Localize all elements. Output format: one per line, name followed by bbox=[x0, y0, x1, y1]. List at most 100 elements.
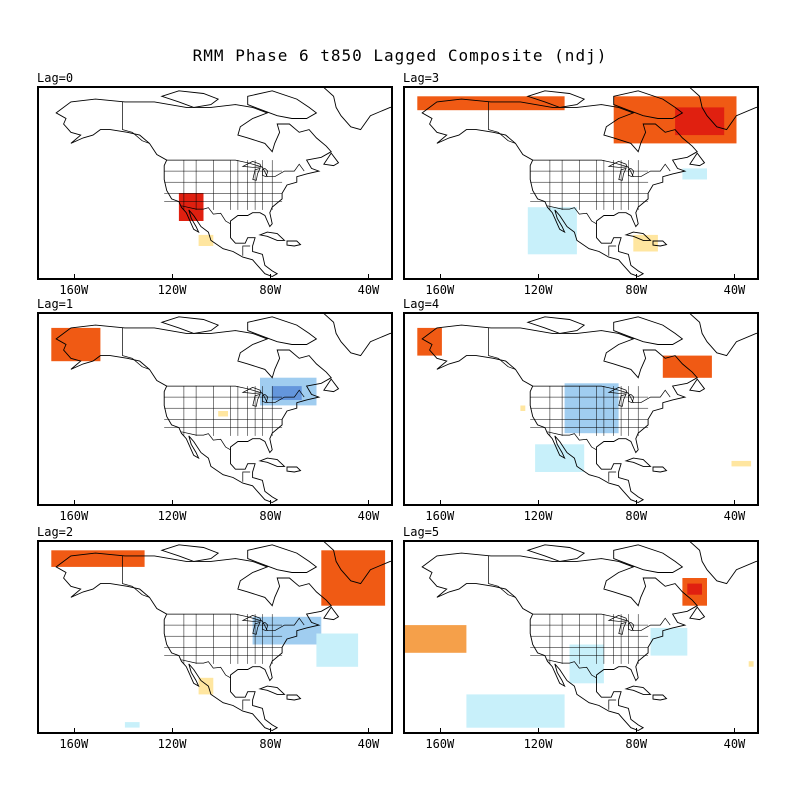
x-tick-label: 40W bbox=[723, 737, 746, 751]
coastline bbox=[652, 466, 668, 473]
coastline bbox=[689, 606, 706, 621]
warm-anomaly-strong bbox=[662, 355, 712, 378]
coastline bbox=[258, 685, 286, 695]
coastline bbox=[323, 606, 340, 621]
warm-anomaly-mid bbox=[405, 625, 467, 653]
map-canvas bbox=[405, 542, 757, 731]
country-border bbox=[547, 205, 597, 225]
x-tick-label: 120W bbox=[523, 737, 553, 751]
country-border bbox=[166, 385, 305, 404]
coastline bbox=[613, 544, 684, 573]
x-tick-label: 80W bbox=[259, 283, 282, 297]
coastline bbox=[689, 542, 757, 585]
warm-anomaly-max bbox=[178, 193, 204, 221]
x-tick-label: 120W bbox=[523, 509, 553, 523]
coastline bbox=[624, 685, 652, 695]
x-tick-label: 40W bbox=[723, 283, 746, 297]
coastline bbox=[55, 552, 332, 731]
country-border bbox=[532, 159, 671, 178]
country-border bbox=[166, 159, 305, 178]
lake-outline bbox=[618, 393, 627, 407]
cool-anomaly-light bbox=[682, 168, 707, 180]
x-tick-mark bbox=[734, 728, 736, 733]
x-tick-mark bbox=[439, 274, 441, 279]
x-tick-label: 80W bbox=[259, 737, 282, 751]
panel-label: Lag=2 bbox=[37, 525, 74, 539]
lake-outline bbox=[607, 615, 628, 622]
coastline bbox=[323, 542, 391, 585]
warm-anomaly-max bbox=[687, 583, 702, 595]
x-tick-label: 120W bbox=[157, 737, 187, 751]
country-border bbox=[488, 555, 516, 598]
coastline bbox=[323, 314, 391, 357]
x-tick-mark bbox=[368, 500, 370, 505]
country-border bbox=[547, 659, 597, 679]
coastline bbox=[55, 324, 332, 503]
coastline bbox=[323, 152, 340, 167]
coastline bbox=[323, 378, 340, 393]
country-border bbox=[488, 101, 516, 144]
x-tick-mark bbox=[270, 274, 272, 279]
x-tick-mark bbox=[734, 500, 736, 505]
country-border bbox=[242, 471, 251, 482]
country-border bbox=[532, 385, 671, 404]
warm-anomaly-strong bbox=[417, 327, 442, 356]
panel-label: Lag=3 bbox=[403, 71, 440, 85]
map-frame bbox=[37, 312, 393, 506]
country-border bbox=[122, 555, 150, 598]
warm-anomaly-strong bbox=[417, 96, 565, 111]
coastline bbox=[55, 98, 332, 277]
warm-anomaly-max bbox=[675, 107, 725, 136]
country-border bbox=[122, 101, 150, 144]
country-border bbox=[181, 659, 231, 679]
figure-title: RMM Phase 6 t850 Lagged Composite (ndj) bbox=[192, 46, 608, 65]
panel-label: Lag=1 bbox=[37, 297, 74, 311]
coastline bbox=[526, 544, 586, 562]
cool-anomaly-light bbox=[124, 722, 140, 728]
warm-anomaly-strong bbox=[51, 550, 145, 567]
coastline bbox=[247, 544, 318, 573]
coastline bbox=[526, 90, 586, 108]
lake-outline bbox=[618, 167, 627, 181]
cool-anomaly-light bbox=[569, 644, 604, 684]
x-tick-label: 160W bbox=[59, 737, 89, 751]
coastline bbox=[689, 314, 757, 357]
map-frame bbox=[403, 540, 759, 734]
coastline bbox=[624, 231, 652, 241]
x-tick-mark bbox=[270, 500, 272, 505]
cool-anomaly-light bbox=[650, 627, 688, 656]
coastline bbox=[247, 316, 318, 345]
cool-anomaly-light bbox=[466, 694, 565, 728]
country-border bbox=[547, 431, 597, 451]
x-tick-mark bbox=[172, 274, 174, 279]
map-frame bbox=[403, 312, 759, 506]
country-border bbox=[242, 699, 251, 710]
lake-outline bbox=[607, 161, 628, 168]
panel-label: Lag=4 bbox=[403, 297, 440, 311]
x-tick-label: 160W bbox=[59, 283, 89, 297]
x-tick-label: 160W bbox=[425, 283, 455, 297]
lake-outline bbox=[607, 387, 628, 394]
x-tick-mark bbox=[439, 500, 441, 505]
map-canvas bbox=[55, 88, 391, 277]
country-border bbox=[242, 245, 251, 256]
coastline bbox=[286, 240, 302, 247]
country-border bbox=[122, 327, 150, 370]
x-tick-label: 40W bbox=[357, 283, 380, 297]
x-tick-mark bbox=[439, 728, 441, 733]
cool-anomaly-light bbox=[527, 207, 577, 255]
coastline bbox=[258, 457, 286, 467]
lake-outline bbox=[618, 621, 627, 635]
coastline bbox=[526, 316, 586, 334]
warm-anomaly-strong bbox=[321, 550, 386, 606]
warm-anomaly-light bbox=[748, 661, 754, 667]
country-border bbox=[532, 613, 671, 632]
x-tick-mark bbox=[73, 728, 75, 733]
x-tick-mark bbox=[538, 274, 540, 279]
warm-anomaly-light bbox=[520, 405, 526, 411]
coastline bbox=[689, 88, 757, 131]
x-tick-mark bbox=[368, 728, 370, 733]
x-tick-label: 160W bbox=[425, 737, 455, 751]
x-tick-label: 80W bbox=[625, 283, 648, 297]
coastline bbox=[613, 90, 684, 119]
